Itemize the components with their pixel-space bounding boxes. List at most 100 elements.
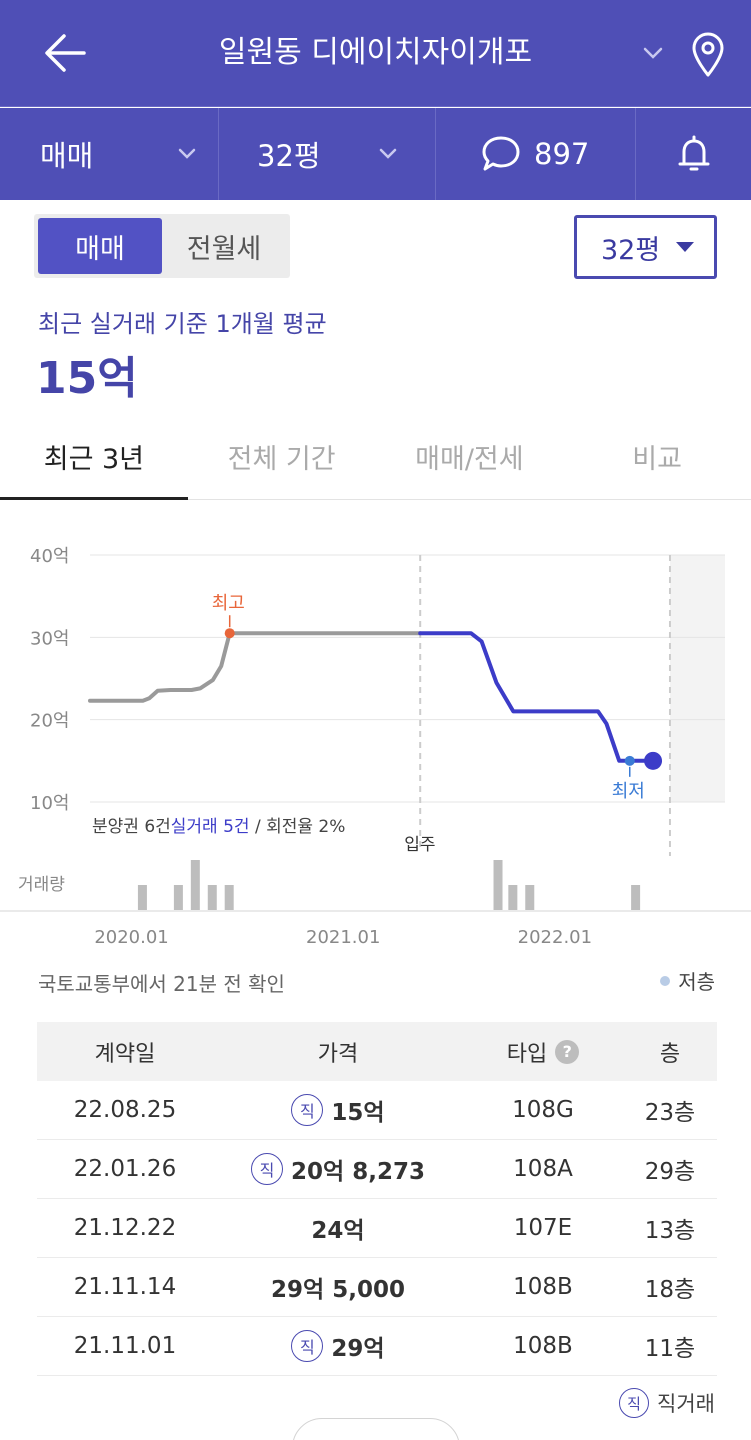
price-line-2 <box>418 631 655 763</box>
chevron-down-icon <box>379 148 397 159</box>
cell-date: 21.11.14 <box>73 1274 177 1300</box>
current-point[interactable] <box>644 751 663 770</box>
legend-low-floor-label: 저층 <box>678 970 715 994</box>
table-row[interactable]: 21.12.22 24억 107E 13층 <box>37 1199 717 1258</box>
comment-count: 897 <box>534 137 590 171</box>
low-floor-dot <box>660 975 671 986</box>
more-button[interactable] <box>292 1418 460 1440</box>
volume-bar <box>173 885 183 910</box>
cell-price: 직 29억 <box>213 1317 463 1375</box>
chevron-down-icon[interactable] <box>640 40 666 66</box>
volume-bar <box>525 885 535 910</box>
trade-stats-highlight: 실거래 5건 <box>171 817 250 837</box>
header-type-label: 타입 <box>506 1041 548 1067</box>
triangle-down-icon <box>676 242 694 252</box>
price-value: 20억 8,273 <box>291 1159 425 1185</box>
volume-bar <box>207 885 217 910</box>
price-line-1 <box>88 631 423 703</box>
cell-floor: 29층 <box>644 1159 696 1185</box>
back-arrow-icon[interactable] <box>40 30 90 76</box>
header-price: 가격 <box>317 1041 359 1067</box>
help-icon[interactable]: ? <box>555 1039 580 1064</box>
low-label: 최저 <box>612 781 645 802</box>
size-label: 32평 <box>257 139 321 173</box>
table-row[interactable]: 22.08.25 직 15억 108G 23층 <box>37 1081 717 1140</box>
complex-title[interactable]: 일원동 디에이치자이개포 <box>218 35 533 70</box>
size-select[interactable]: 32평 <box>574 215 717 279</box>
forecast-area <box>669 555 725 802</box>
header-type: 타입 ? <box>463 1022 623 1081</box>
legend-low-floor: 저층 <box>660 966 715 995</box>
x-tick-label: 2020.01 <box>94 927 168 948</box>
comments-button[interactable]: 897 <box>435 108 635 200</box>
cell-type: 108B <box>513 1333 573 1359</box>
price-value: 15억 <box>331 1100 385 1126</box>
high-point[interactable] <box>224 628 235 639</box>
y-tick-label: 20억 <box>30 711 69 732</box>
header-floor: 층 <box>659 1041 681 1067</box>
direct-deal-badge: 직 <box>251 1153 284 1185</box>
x-tick-label: 2021.01 <box>306 927 380 948</box>
speech-bubble-icon <box>482 136 520 171</box>
transaction-table: 계약일 가격 타입 ? 층 22.08.25 직 15억 108G 23층 22.01.2… <box>37 1022 717 1376</box>
direct-deal-label: 직거래 <box>657 1392 715 1416</box>
chevron-down-icon <box>178 148 196 159</box>
tab-compare[interactable]: 비교 <box>632 444 682 475</box>
bell-icon <box>678 135 709 171</box>
volume-bar <box>631 885 641 910</box>
cell-price: 직 15억 <box>213 1081 463 1139</box>
table-row[interactable]: 21.11.01 직 29억 108B 11층 <box>37 1317 717 1376</box>
cell-floor: 23층 <box>644 1100 696 1126</box>
cell-type: 107E <box>513 1215 573 1241</box>
cell-type: 108G <box>512 1097 574 1123</box>
y-tick-label: 10억 <box>30 793 69 814</box>
toggle-option-rent[interactable]: 전월세 <box>186 233 262 265</box>
tab-recent-3y[interactable]: 최근 3년 <box>0 414 188 500</box>
source-note: 국토교통부에서 21분 전 확인 <box>38 972 285 996</box>
direct-deal-footnote: 직 직거래 <box>619 1388 715 1418</box>
volume-bar <box>493 860 503 910</box>
x-tick-label: 2022.01 <box>518 927 592 948</box>
trade-stats-suffix: / 회전율 2% <box>250 817 346 837</box>
average-caption: 최근 실거래 기준 1개월 평균 <box>38 310 327 338</box>
location-pin-icon[interactable] <box>688 30 728 78</box>
toggle-option-sale[interactable]: 매매 <box>38 218 162 274</box>
low-point[interactable] <box>624 755 635 766</box>
volume-bar <box>137 885 147 910</box>
price-value: 24억 <box>311 1218 365 1244</box>
cell-type: 108A <box>513 1156 573 1182</box>
deal-type-dropdown[interactable]: 매매 <box>0 108 218 200</box>
volume-label: 거래량 <box>18 875 65 895</box>
deal-type-label: 매매 <box>40 139 94 173</box>
average-price: 15억 <box>36 353 138 404</box>
cell-date: 21.11.01 <box>73 1333 177 1359</box>
header-date: 계약일 <box>94 1041 156 1067</box>
cell-date: 22.01.26 <box>73 1156 177 1182</box>
table-row[interactable]: 21.11.14 29억 5,000 108B 18층 <box>37 1258 717 1317</box>
direct-deal-badge: 직 <box>291 1094 324 1126</box>
cell-price: 24억 <box>213 1199 463 1257</box>
cell-floor: 18층 <box>644 1277 696 1303</box>
notification-button[interactable] <box>635 108 751 200</box>
y-tick-label: 40억 <box>30 546 69 567</box>
table-header: 계약일 가격 타입 ? 층 <box>37 1022 717 1081</box>
top-app-bar: 일원동 디에이치자이개포 <box>0 0 751 107</box>
price-value: 29억 5,000 <box>271 1277 405 1303</box>
trade-stats-prefix: 분양권 6건 <box>92 817 171 837</box>
direct-deal-badge: 직 <box>291 1330 324 1362</box>
deal-type-toggle: 매매 전월세 <box>34 214 290 278</box>
size-dropdown[interactable]: 32평 <box>218 108 435 200</box>
table-row[interactable]: 22.01.26 직 20억 8,273 108A 29층 <box>37 1140 717 1199</box>
tab-sale-jeonse[interactable]: 매매/전세 <box>415 444 524 475</box>
cell-date: 22.08.25 <box>73 1097 177 1123</box>
cell-floor: 13층 <box>644 1218 696 1244</box>
cell-date: 21.12.22 <box>73 1215 177 1241</box>
cell-floor: 11층 <box>644 1336 696 1362</box>
trade-stats: 분양권 6건실거래 5건 / 회전율 2% <box>92 817 345 837</box>
size-select-value: 32평 <box>601 234 661 266</box>
y-tick-label: 30억 <box>30 628 69 649</box>
high-label: 최고 <box>212 593 245 614</box>
period-tabs: 최근 3년 전체 기간 매매/전세 비교 <box>0 414 751 500</box>
tab-all-period[interactable]: 전체 기간 <box>227 444 336 475</box>
